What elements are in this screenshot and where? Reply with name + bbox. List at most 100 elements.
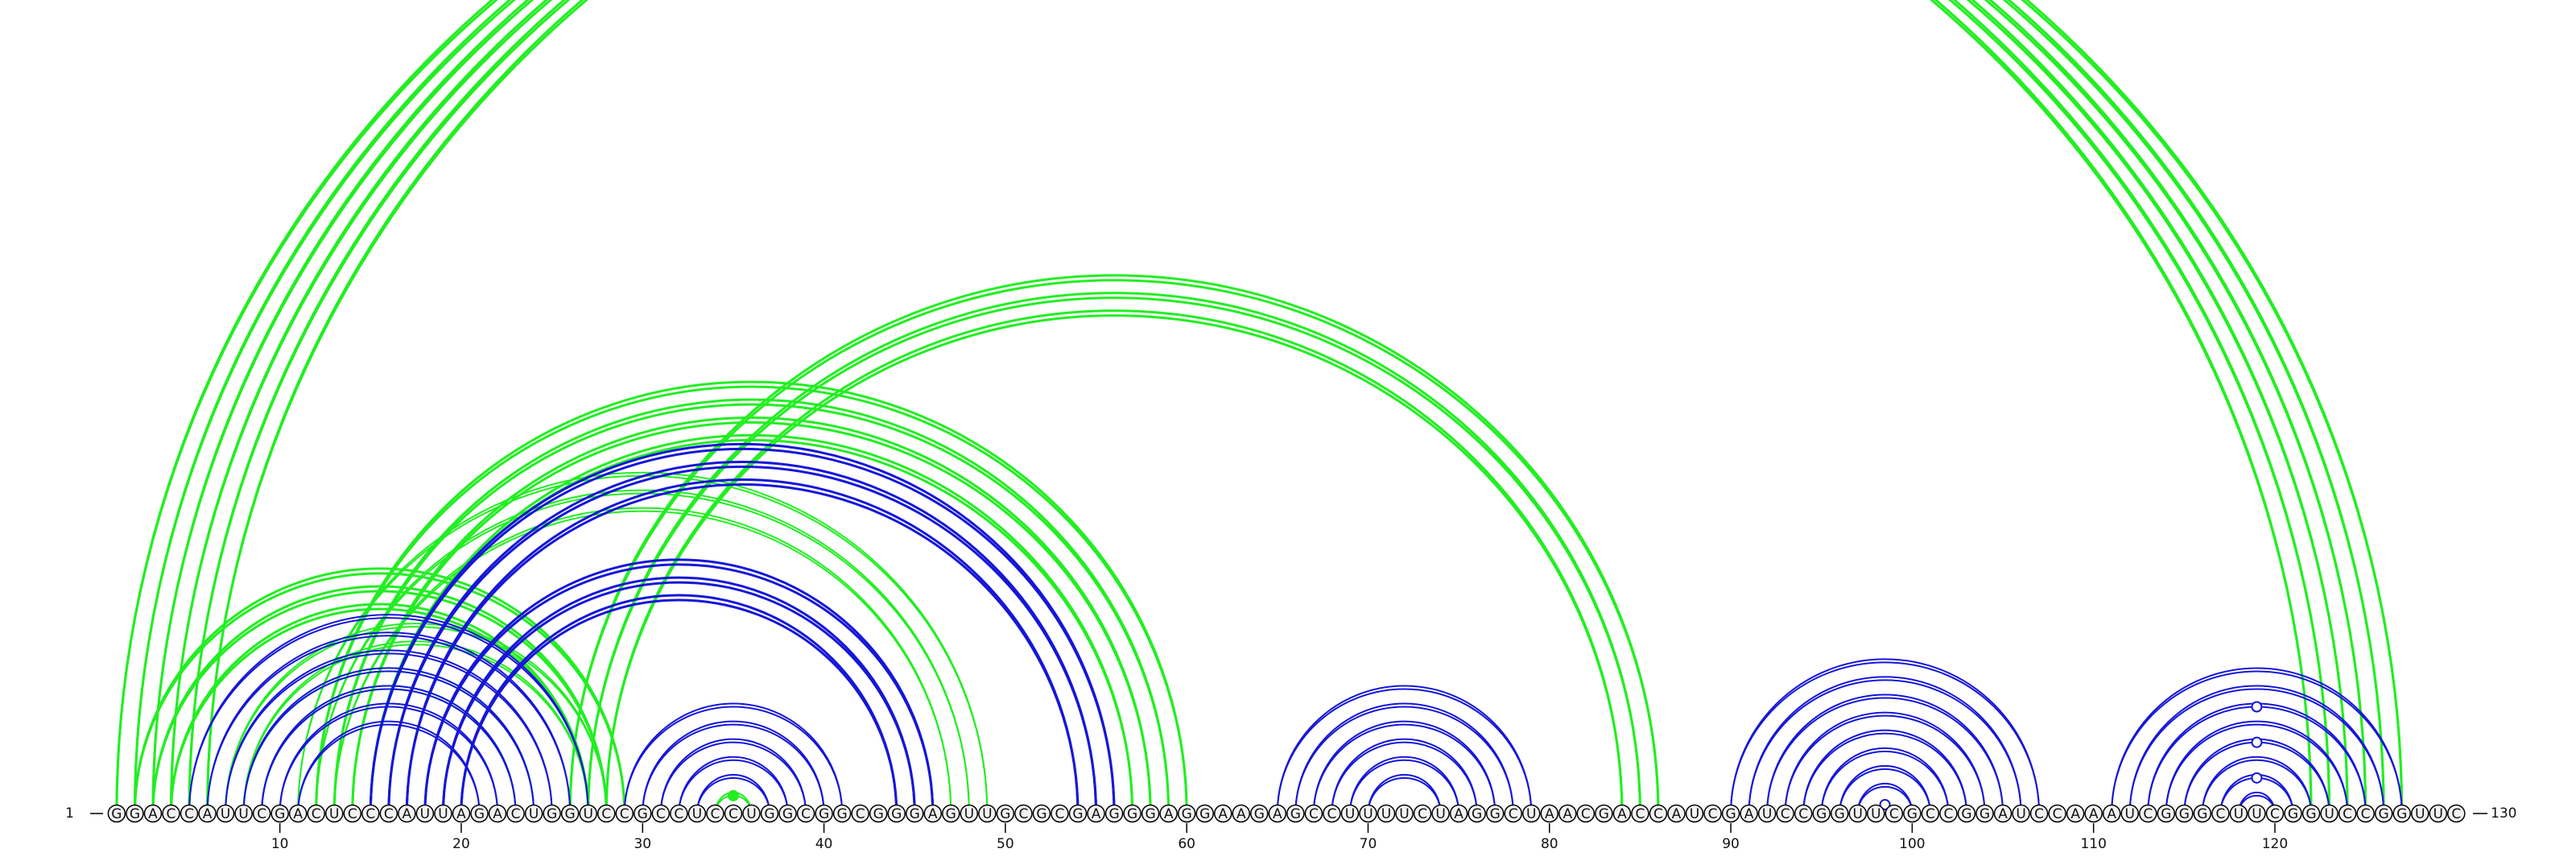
nucleotide-circle: [470, 804, 489, 823]
nucleotide-circle: [2265, 804, 2285, 823]
nucleotide-27: U: [579, 804, 597, 823]
nucleotide-30: G: [634, 804, 652, 823]
nucleotide-84: A: [1612, 804, 1632, 823]
nucleotide-circle: [1413, 804, 1432, 823]
nucleotide-circle: [670, 804, 688, 823]
nucleotide-letter: C: [856, 806, 865, 822]
nucleotide-letter: A: [1563, 806, 1572, 822]
tick-label-80: 80: [1541, 836, 1558, 852]
nucleotide-circle: [107, 804, 126, 823]
nucleotide-90: G: [1721, 804, 1740, 823]
nucleotide-circle: [1431, 804, 1450, 823]
nucleotide-circle: [1159, 804, 1178, 823]
base-pair-arc-94-103: [1802, 729, 1967, 814]
tick-label-70: 70: [1360, 836, 1377, 852]
nucleotide-56: G: [1104, 804, 1124, 823]
nucleotide-circle: [1631, 804, 1649, 823]
nucleotide-circle: [1740, 804, 1758, 823]
nucleotide-circle: [2429, 804, 2447, 823]
nucleotide-letter: A: [1617, 806, 1627, 822]
nucleotide-letter: U: [1690, 806, 1699, 822]
base-pair-arc-6-127: [206, 0, 2404, 814]
nucleotide-letter: U: [1853, 806, 1863, 822]
nucleotide-61: G: [1195, 804, 1214, 823]
base-pair-arc-69-75: [1348, 756, 1460, 814]
nucleotide-letter: U: [1762, 806, 1772, 822]
nucleotide-69: U: [1340, 804, 1360, 823]
nucleotide-130: C: [2447, 804, 2466, 823]
nucleotide-circle: [1939, 804, 1958, 823]
base-pair-arc-31-39: [659, 738, 807, 814]
nucleotide-91: A: [1740, 804, 1758, 823]
base-pair-arc-26-86: [568, 279, 1660, 814]
base-pair-arc-9-23: [261, 685, 517, 814]
nucleotide-47: G: [942, 804, 960, 823]
nucleotide-letter: C: [1635, 806, 1645, 822]
nucleotide-circle: [796, 804, 815, 823]
nucleotide-48: U: [960, 804, 979, 823]
nucleotide-117: C: [2211, 804, 2230, 823]
nucleotide-letter: U: [238, 806, 248, 822]
nucleotide-17: A: [398, 804, 416, 823]
nucleotide-letter: G: [1979, 806, 1990, 822]
nucleotide-letter: G: [547, 806, 557, 822]
nucleotide-circle: [1812, 804, 1831, 823]
nucleotide-75: A: [1449, 804, 1468, 823]
nucleotide-41: G: [832, 804, 852, 823]
nucleotide-letter: U: [692, 806, 702, 822]
base-pair-arc-91-106: [1748, 676, 2022, 814]
nucleotide-letter: U: [982, 806, 992, 822]
nucleotide-8: U: [234, 804, 253, 823]
nucleotide-letter: G: [1907, 806, 1918, 822]
nucleotide-letter: A: [1454, 806, 1463, 822]
nucleotide-circle: [2301, 804, 2321, 823]
nucleotide-circle: [2048, 804, 2066, 823]
nucleotide-circle: [1504, 804, 1522, 823]
nucleotide-circle: [1068, 804, 1088, 823]
nucleotide-letter: A: [493, 806, 502, 822]
nucleotide-circle: [1757, 804, 1777, 823]
nucleotide-letter: A: [2070, 806, 2080, 822]
nucleotide-circle: [960, 804, 979, 823]
nucleotide-circle: [851, 804, 869, 823]
nucleotide-circle: [1794, 804, 1813, 823]
nucleotide-circle: [252, 804, 271, 823]
nucleotide-83: G: [1595, 804, 1613, 823]
nucleotide-circle: [126, 804, 144, 823]
base-pair-arc-66-78: [1294, 702, 1514, 814]
nucleotide-55: A: [1087, 804, 1105, 823]
sequence-start-label: 1: [65, 805, 74, 822]
nucleotide-72: U: [1395, 804, 1414, 823]
nucleotide-94: C: [1794, 804, 1813, 823]
nucleotide-letter: C: [1018, 806, 1028, 822]
nucleotide-3: A: [143, 804, 163, 823]
nucleotide-letter: U: [329, 806, 339, 822]
nucleotide-circle: [760, 804, 779, 823]
nucleotide-circle: [1123, 804, 1141, 823]
nucleotide-64: G: [1250, 804, 1269, 823]
base-pair-arc-114-124: [2165, 720, 2349, 814]
nucleotide-letter: C: [348, 806, 357, 822]
nucleotide-circle: [1921, 804, 1940, 823]
nucleotide-letter: G: [2161, 806, 2171, 822]
nucleotide-129: U: [2429, 804, 2447, 823]
nucleotide-letter: C: [656, 806, 666, 822]
nucleotide-103: G: [1957, 804, 1976, 823]
base-pair-arc-116-122: [2201, 759, 2313, 814]
nucleotide-letter: G: [2197, 806, 2207, 822]
nucleotide-circle: [1703, 804, 1722, 823]
nucleotide-letter: C: [2143, 806, 2153, 822]
nucleotide-10: G: [270, 804, 289, 823]
nucleotide-letter: U: [1435, 806, 1445, 822]
nucleotide-13: U: [325, 804, 344, 823]
nucleotide-letter: U: [583, 806, 592, 822]
nucleotide-60: G: [1177, 804, 1196, 823]
nucleotide-circle: [869, 804, 888, 823]
nucleotide-111: A: [2102, 804, 2121, 823]
nucleotide-15: C: [361, 804, 380, 823]
nucleotide-128: U: [2410, 804, 2429, 823]
nucleotide-letter: C: [257, 806, 266, 822]
nucleotide-letter: G: [2396, 806, 2407, 822]
nucleotide-letter: G: [474, 806, 485, 822]
